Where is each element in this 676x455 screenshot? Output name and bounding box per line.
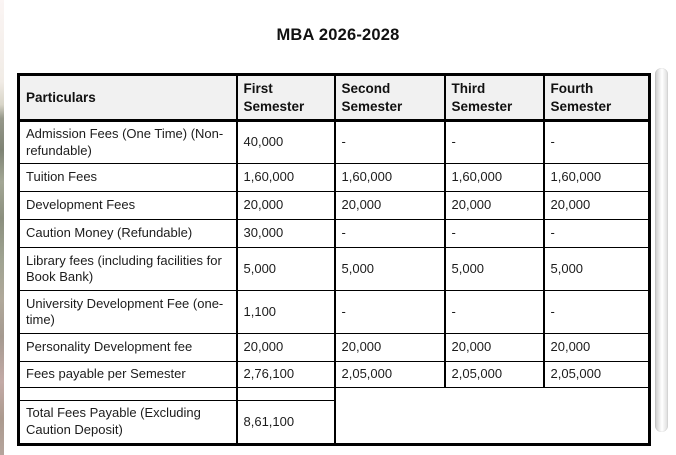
value-cell: 5,000 bbox=[333, 247, 445, 291]
column-header: First Semester bbox=[235, 74, 335, 122]
value-cell: 20,000 bbox=[542, 191, 650, 220]
value-cell: 20,000 bbox=[542, 333, 650, 362]
value-cell: - bbox=[542, 219, 650, 248]
value-cell: - bbox=[333, 219, 445, 248]
background-photo-edge bbox=[0, 0, 4, 455]
value-cell: - bbox=[443, 119, 544, 164]
row-label-cell: Fees payable per Semester bbox=[18, 361, 237, 388]
value-cell: 20,000 bbox=[443, 191, 544, 220]
value-cell: 20,000 bbox=[443, 333, 544, 362]
value-cell: - bbox=[443, 219, 544, 248]
vertical-scrollbar-thumb[interactable] bbox=[655, 68, 668, 432]
row-label-cell: Personality Development fee bbox=[18, 333, 237, 362]
column-header: Second Semester bbox=[333, 74, 445, 122]
table-row: Admission Fees (One Time) (Non-refundabl… bbox=[18, 119, 650, 164]
table-body: Admission Fees (One Time) (Non-refundabl… bbox=[18, 119, 650, 444]
value-cell: 30,000 bbox=[235, 219, 335, 248]
value-cell: 5,000 bbox=[235, 247, 335, 291]
table-row: University Development Fee (one-time) 1,1… bbox=[18, 290, 650, 334]
row-label-cell: University Development Fee (one-time) bbox=[18, 290, 237, 334]
row-label-cell: Tuition Fees bbox=[18, 163, 237, 192]
table-row: Library fees (including facilities for B… bbox=[18, 247, 650, 291]
row-label-cell: Admission Fees (One Time) (Non-refundabl… bbox=[18, 119, 237, 164]
value-cell: - bbox=[542, 119, 650, 164]
row-label-cell: Development Fees bbox=[18, 191, 237, 220]
value-cell: 5,000 bbox=[542, 247, 650, 291]
value-cell: 2,05,000 bbox=[542, 361, 650, 388]
value-cell: 20,000 bbox=[235, 191, 335, 220]
value-cell: 20,000 bbox=[333, 333, 445, 362]
spacer-value-cell bbox=[235, 387, 335, 401]
spacer-row bbox=[18, 387, 650, 444]
value-cell: - bbox=[333, 290, 445, 334]
table-header-row: Particulars First Semester Second Semester… bbox=[18, 74, 650, 122]
row-label-cell: Library fees (including facilities for B… bbox=[18, 247, 237, 291]
value-cell: 5,000 bbox=[443, 247, 544, 291]
value-cell: - bbox=[443, 290, 544, 334]
value-cell: 40,000 bbox=[235, 119, 335, 164]
value-cell: 1,100 bbox=[235, 290, 335, 334]
spacer-label-cell bbox=[18, 387, 237, 401]
value-cell: 20,000 bbox=[235, 333, 335, 362]
column-header: Particulars bbox=[18, 74, 237, 122]
total-value-cell: 8,61,100 bbox=[235, 400, 335, 444]
fees-table-container: Particulars First Semester Second Semester… bbox=[17, 73, 651, 446]
value-cell: - bbox=[542, 290, 650, 334]
value-cell: 1,60,000 bbox=[542, 163, 650, 192]
page-title: MBA 2026-2028 bbox=[276, 26, 400, 44]
value-cell: 1,60,000 bbox=[443, 163, 544, 192]
row-label-cell: Caution Money (Refundable) bbox=[18, 219, 237, 248]
total-label-cell: Total Fees Payable (Excluding Caution De… bbox=[18, 400, 237, 444]
value-cell: 1,60,000 bbox=[235, 163, 335, 192]
table-row: Fees payable per Semester 2,76,100 2,05,00… bbox=[18, 361, 650, 388]
table-row: Personality Development fee 20,000 20,000 2… bbox=[18, 333, 650, 362]
value-cell: 2,05,000 bbox=[333, 361, 445, 388]
value-cell: 1,60,000 bbox=[333, 163, 445, 192]
column-header: Fourth Semester bbox=[542, 74, 650, 122]
table-row: Development Fees 20,000 20,000 20,000 20,000 bbox=[18, 191, 650, 220]
merged-empty-cell bbox=[333, 387, 650, 444]
total-row: Total Fees Payable (Excluding Caution De… bbox=[18, 400, 650, 444]
table-row: Tuition Fees 1,60,000 1,60,000 1,60,000 1,60… bbox=[18, 163, 650, 192]
value-cell: 20,000 bbox=[333, 191, 445, 220]
value-cell: - bbox=[333, 119, 445, 164]
value-cell: 2,76,100 bbox=[235, 361, 335, 388]
column-header: Third Semester bbox=[443, 74, 544, 122]
table-row: Caution Money (Refundable) 30,000- - - bbox=[18, 219, 650, 248]
value-cell: 2,05,000 bbox=[443, 361, 544, 388]
fees-table: Particulars First Semester Second Semester… bbox=[17, 73, 651, 446]
